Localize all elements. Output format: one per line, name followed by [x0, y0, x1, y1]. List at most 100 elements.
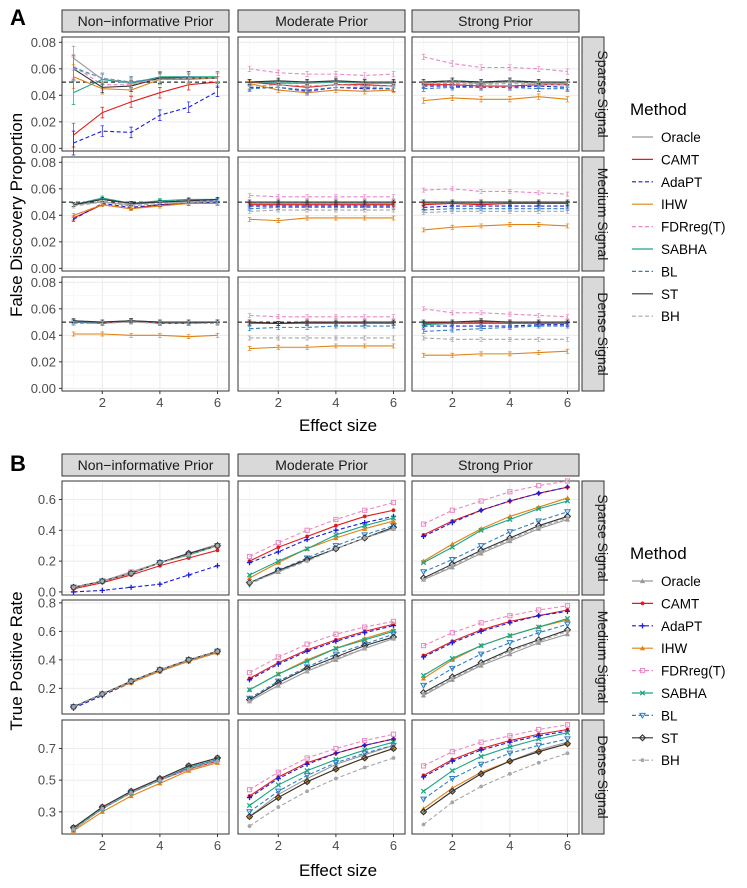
- point-bh: [421, 692, 426, 696]
- series-line-fdrreg-t: [249, 314, 394, 318]
- panel-a-plot: Non−informative Prior Moderate Prior Stron…: [31, 9, 611, 410]
- point-adapt: [420, 774, 427, 780]
- error-bar-bh: [536, 336, 541, 342]
- point-adapt: [333, 750, 339, 756]
- error-bar-st: [479, 199, 483, 205]
- point-adapt: [478, 747, 484, 753]
- point-bl: [332, 543, 340, 550]
- error-bar-camt: [158, 87, 162, 99]
- point-sabha: [362, 637, 368, 643]
- series-line-bh: [249, 757, 394, 827]
- col-strip-label: Moderate Prior: [275, 457, 368, 473]
- error-bar-fdrreg-t: [421, 187, 426, 193]
- panel-a-y-axis-title: False Discovery Proportion: [7, 113, 26, 317]
- legend-label: AdaPT: [661, 619, 702, 634]
- panel-a-row-strip-2: Medium Signal: [581, 156, 611, 272]
- error-bar-bh: [71, 56, 76, 82]
- point-sabha: [478, 753, 484, 760]
- point-adapt: [246, 560, 253, 566]
- point-bh: [391, 756, 396, 760]
- point-adapt: [186, 572, 192, 578]
- point-fdrreg-t: [536, 607, 542, 613]
- error-bar-st: [536, 199, 541, 205]
- point-adapt: [507, 620, 513, 626]
- point-adapt: [390, 736, 397, 742]
- point-bh: [71, 704, 76, 709]
- panel-a-facet-medium-signal-non-informative-prior: [61, 156, 230, 272]
- point-fdrreg-t: [333, 516, 339, 523]
- strip-background: [581, 480, 605, 596]
- point-adapt: [214, 563, 221, 569]
- error-bar-bh: [362, 83, 367, 90]
- series-line-ihw: [73, 202, 218, 216]
- series-line-fdrreg-t: [249, 68, 394, 76]
- facet-background: [237, 599, 406, 715]
- panel-b-y-tick-label: 0.5: [38, 773, 56, 788]
- series-line-st: [73, 68, 218, 88]
- point-bh: [362, 646, 367, 651]
- point-bl: [477, 761, 485, 768]
- series-ihw: [71, 331, 220, 339]
- panel-b-x-tick-label: 6: [390, 838, 397, 853]
- point-bh: [333, 776, 338, 781]
- panel-b-y-axis-title: True Positive Rate: [7, 591, 26, 730]
- panel-a-facet-medium-signal-moderate-prior: [237, 156, 406, 272]
- error-bar-ihw: [421, 352, 426, 358]
- series-line-oracle: [423, 518, 568, 581]
- point-fdrreg-t: [362, 507, 368, 513]
- series-fdrreg-t: [421, 186, 570, 197]
- point-bl: [477, 651, 485, 658]
- point-st: [506, 757, 514, 765]
- error-bar-ihw: [276, 344, 281, 350]
- series-fdrreg-t: [247, 193, 396, 200]
- point-adapt: [478, 628, 484, 634]
- panel-a-x-tick-label: 2: [275, 395, 282, 410]
- error-bar-st: [305, 319, 309, 325]
- point-fdrreg-t: [390, 731, 397, 737]
- legend-item-bh: BH: [632, 309, 680, 324]
- point-fdrreg-t: [478, 620, 484, 626]
- point-bh: [565, 629, 570, 634]
- error-bar-ihw: [71, 331, 76, 337]
- error-bar-bh: [100, 72, 105, 84]
- error-bar-ihw: [334, 343, 338, 349]
- point-sabha: [275, 782, 281, 788]
- facet-background: [237, 36, 406, 152]
- point-sabha: [420, 788, 427, 794]
- error-bar-ihw: [305, 215, 309, 221]
- panel-b-facet-medium-signal-strong-prior: [411, 599, 580, 715]
- point-bh: [215, 759, 220, 764]
- panel-a-row-strip-1: Sparse Signal: [581, 36, 611, 152]
- row-strip-label: Medium Signal: [595, 611, 611, 704]
- error-bar-bh: [391, 83, 396, 90]
- series-line-bh: [249, 637, 394, 702]
- point-fdrreg-t: [564, 478, 571, 484]
- series-line-bh: [423, 752, 568, 825]
- facet-background: [61, 36, 230, 152]
- point-ihw: [362, 526, 368, 531]
- facet-gridlines: [63, 601, 228, 713]
- legend-item-oracle: Oracle: [632, 130, 701, 145]
- point-sabha: [246, 687, 253, 693]
- series-line-ihw: [73, 762, 218, 832]
- point-adapt: [304, 761, 310, 767]
- point-sabha: [246, 802, 253, 809]
- point-st: [563, 740, 572, 748]
- series-line-bl: [249, 325, 394, 330]
- series-line-st: [73, 320, 218, 323]
- series-st: [421, 199, 570, 205]
- series-st: [247, 199, 396, 205]
- facet-background: [411, 480, 580, 596]
- legend-item-st: ST: [632, 731, 678, 746]
- legend-label: SABHA: [661, 686, 707, 701]
- legend-label: FDRreg(T): [661, 220, 726, 235]
- point-bh: [333, 656, 338, 661]
- row-strip-label: Sparse Signal: [595, 50, 611, 137]
- panel-b-y-tick-label: 0.8: [38, 595, 56, 610]
- series-adapt: [246, 623, 397, 683]
- panel-b-x-tick-label: 2: [449, 838, 456, 853]
- point-bh: [507, 537, 512, 542]
- series-fdrreg-t: [421, 53, 570, 75]
- point-bl: [535, 518, 543, 525]
- error-bar-bh: [158, 73, 162, 86]
